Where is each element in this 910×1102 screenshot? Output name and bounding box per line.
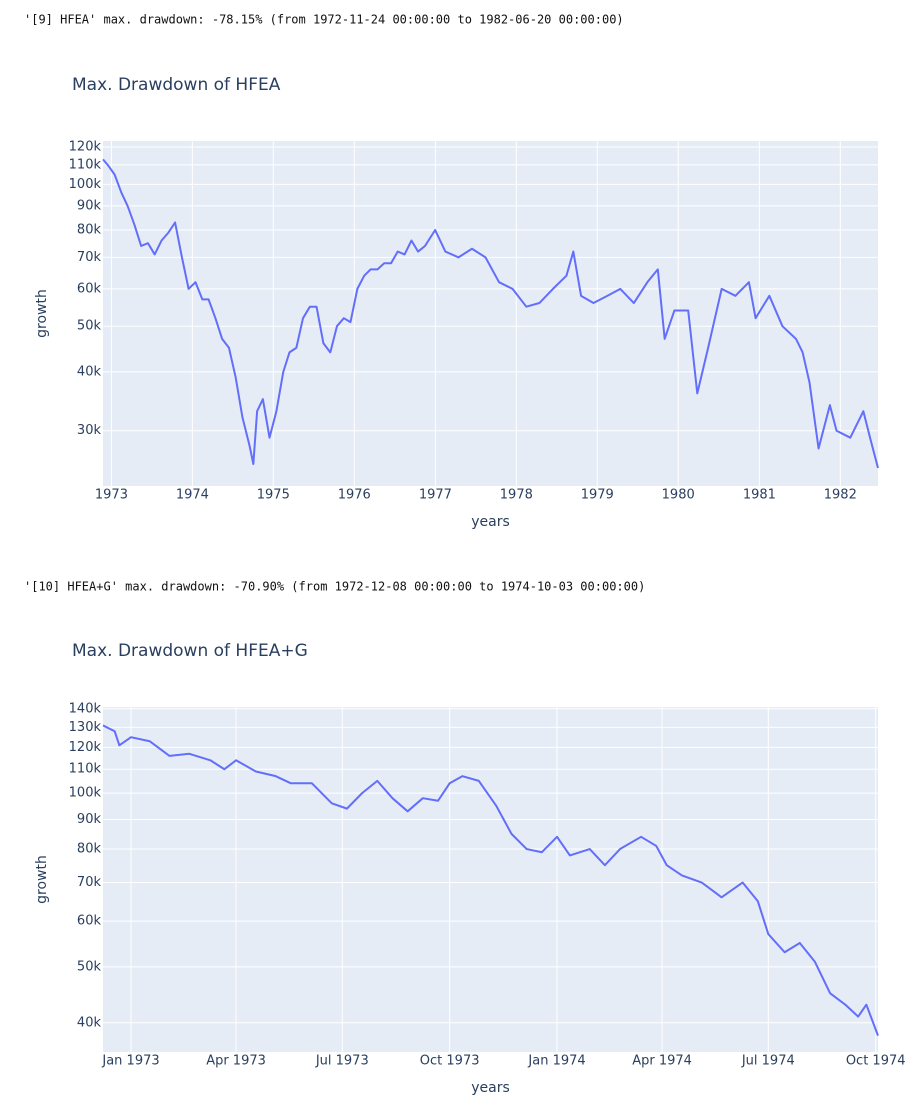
x-tick-label: 1982 <box>824 488 857 503</box>
chart-title: Max. Drawdown of HFEA+G <box>72 641 308 661</box>
x-tick-label: 1981 <box>743 488 776 503</box>
y-axis-title: growth <box>34 855 50 904</box>
y-tick-label: 90k <box>77 198 102 213</box>
x-tick-label: 1974 <box>176 488 209 503</box>
y-tick-label: 60k <box>77 914 102 929</box>
y-tick-label: 40k <box>77 1015 102 1030</box>
y-tick-label: 120k <box>69 140 102 155</box>
x-tick-label: Jul 1974 <box>741 1054 795 1069</box>
y-tick-label: 60k <box>77 281 102 296</box>
y-tick-label: 50k <box>77 959 102 974</box>
x-tick-label: Apr 1974 <box>632 1054 692 1069</box>
y-tick-label: 100k <box>69 786 102 801</box>
x-axis-title: years <box>471 514 510 530</box>
y-tick-label: 110k <box>69 157 102 172</box>
x-tick-label: Jan 1973 <box>101 1054 159 1069</box>
x-tick-label: 1977 <box>419 488 452 503</box>
x-tick-label: Jan 1974 <box>527 1054 585 1069</box>
y-tick-label: 70k <box>77 250 102 265</box>
data-line <box>102 158 879 469</box>
x-tick-label: Apr 1973 <box>206 1054 266 1069</box>
y-tick-label: 50k <box>77 319 102 334</box>
y-tick-label: 90k <box>77 812 102 827</box>
chart-title: Max. Drawdown of HFEA <box>72 75 281 95</box>
y-tick-label: 140k <box>69 701 102 716</box>
y-tick-label: 120k <box>69 740 102 755</box>
console-output: '[10] HFEA+G' max. drawdown: -70.90% (fr… <box>24 580 645 594</box>
y-axis-title: growth <box>34 289 50 338</box>
plot-area <box>103 707 878 1052</box>
y-tick-label: 70k <box>77 875 102 890</box>
y-tick-label: 130k <box>69 720 102 735</box>
x-tick-label: 1980 <box>662 488 695 503</box>
x-tick-label: 1978 <box>500 488 533 503</box>
x-tick-label: Jul 1973 <box>315 1054 369 1069</box>
x-tick-label: Oct 1973 <box>420 1054 480 1069</box>
data-line <box>102 724 879 1037</box>
x-tick-label: 1976 <box>338 488 371 503</box>
console-output: '[9] HFEA' max. drawdown: -78.15% (from … <box>24 13 624 27</box>
x-tick-label: 1973 <box>95 488 128 503</box>
y-tick-label: 30k <box>77 423 102 438</box>
y-tick-label: 40k <box>77 364 102 379</box>
x-tick-label: Oct 1974 <box>846 1054 906 1069</box>
plot-area <box>103 141 878 486</box>
y-tick-label: 100k <box>69 177 102 192</box>
x-tick-label: 1979 <box>581 488 614 503</box>
x-tick-label: 1975 <box>257 488 290 503</box>
x-axis-title: years <box>471 1080 510 1096</box>
y-tick-label: 110k <box>69 762 102 777</box>
y-tick-label: 80k <box>77 842 102 857</box>
y-tick-label: 80k <box>77 223 102 238</box>
